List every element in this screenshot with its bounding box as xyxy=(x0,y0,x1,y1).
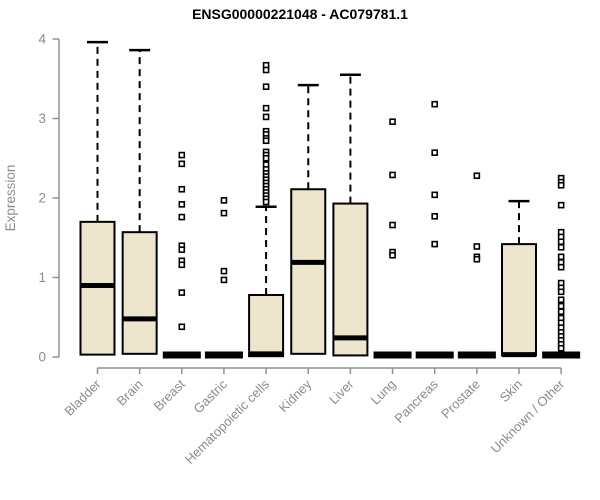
x-tick-label: Breast xyxy=(151,376,188,413)
x-tick-label: Lung xyxy=(368,377,399,408)
x-tick-label: Pancreas xyxy=(391,376,441,426)
x-tick-label: Kidney xyxy=(276,376,315,415)
box xyxy=(290,188,327,355)
collapsed-box xyxy=(373,351,412,359)
outlier-point xyxy=(557,253,565,261)
box xyxy=(501,243,537,357)
outlier-point xyxy=(178,261,186,269)
collapsed-box xyxy=(457,351,496,359)
outlier-point xyxy=(431,240,439,248)
outlier-point xyxy=(178,185,186,193)
outlier-point xyxy=(557,238,565,246)
outlier-point xyxy=(389,118,396,125)
outlier-point xyxy=(262,113,270,121)
outlier-point xyxy=(262,104,270,112)
x-tick-label: Unknown / Other xyxy=(488,376,568,456)
outlier-point xyxy=(431,212,439,220)
outlier-point xyxy=(473,255,481,263)
outlier-point xyxy=(262,83,270,90)
x-tick-label: Skin xyxy=(497,377,525,405)
y-tick-label: 3 xyxy=(38,111,46,126)
collapsed-box xyxy=(204,351,243,359)
outlier-point xyxy=(220,267,228,275)
x-tick-label: Bladder xyxy=(61,376,104,419)
y-tick-label: 0 xyxy=(38,350,46,365)
outlier-point xyxy=(557,181,565,189)
collapsed-box xyxy=(542,351,581,359)
y-tick-label: 2 xyxy=(38,191,46,206)
outlier-point xyxy=(220,276,228,284)
outlier-point xyxy=(262,154,270,162)
outlier-point xyxy=(178,201,186,208)
x-tick-label: Liver xyxy=(326,376,357,407)
outlier-point xyxy=(431,191,439,199)
outlier-point xyxy=(431,149,439,156)
box xyxy=(79,220,116,356)
outlier-point xyxy=(178,213,186,221)
outlier-point xyxy=(178,160,186,168)
outlier-point xyxy=(557,263,565,271)
outlier-point xyxy=(389,221,396,229)
outlier-point xyxy=(178,246,186,253)
outlier-point xyxy=(557,302,565,310)
outlier-point xyxy=(557,296,565,304)
outlier-point xyxy=(220,209,228,217)
y-tick-label: 4 xyxy=(38,32,46,47)
box xyxy=(121,231,158,355)
outlier-point xyxy=(178,289,186,296)
outlier-point xyxy=(262,66,270,74)
outlier-point xyxy=(473,172,481,180)
outlier-point xyxy=(220,197,228,204)
collapsed-box xyxy=(415,351,454,359)
outlier-point xyxy=(557,344,565,352)
outlier-point xyxy=(262,137,270,145)
outlier-point xyxy=(473,243,481,250)
outlier-point xyxy=(178,323,186,331)
collapsed-box xyxy=(162,351,201,359)
chart-title: ENSG00000221048 - AC079781.1 xyxy=(192,6,408,22)
outlier-point xyxy=(557,308,565,315)
outlier-point xyxy=(557,288,565,296)
x-tick-label: Gastric xyxy=(190,376,230,416)
outlier-point xyxy=(389,171,396,179)
box xyxy=(332,202,369,357)
outlier-point xyxy=(178,151,186,159)
outlier-point xyxy=(262,198,270,206)
outlier-point xyxy=(431,100,439,108)
x-tick-label: Brain xyxy=(114,377,146,409)
y-tick-label: 1 xyxy=(38,270,46,285)
x-tick-label: Prostate xyxy=(438,377,483,422)
box xyxy=(248,293,285,358)
outlier-point xyxy=(557,201,565,209)
y-axis-title: Expression xyxy=(3,165,18,232)
outlier-point xyxy=(389,251,396,259)
outlier-point xyxy=(557,243,565,251)
